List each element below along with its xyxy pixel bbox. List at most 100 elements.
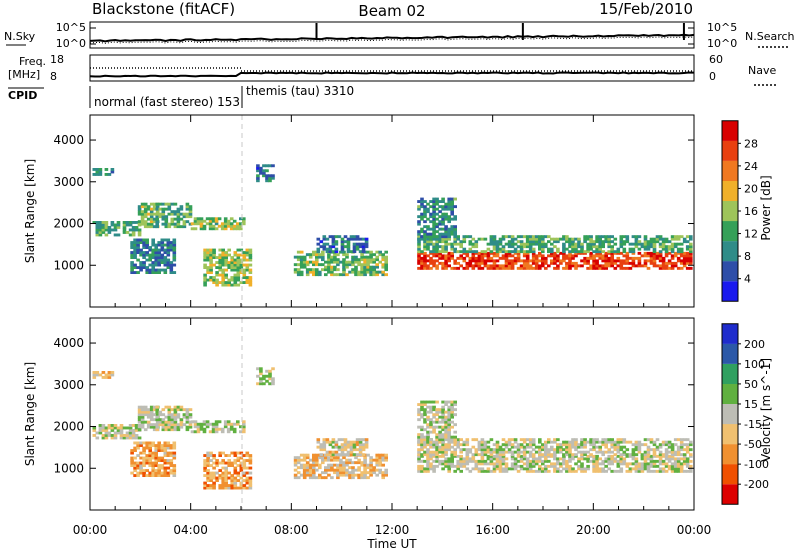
velocity-cell-b3 [161,418,166,422]
velocity-cell-b5 [133,466,137,470]
power-cell-b11 [528,250,533,254]
velocity-cell-b10 [459,464,463,468]
velocity-cell-b6 [242,464,247,467]
power-cell-b10 [562,259,566,263]
velocity-cell-b1 [128,436,133,440]
velocity-cell-b5 [130,471,134,475]
velocity-colorbar-swatch-4 [722,404,738,425]
velocity-cell-b11 [471,445,476,449]
power-cell-b11 [643,242,648,246]
velocity-cell-b10 [682,454,687,458]
power-cell-b10 [613,251,618,255]
velocity-cell-b11 [465,453,470,457]
velocity-cell-b3 [167,413,172,417]
power-cell-b8 [324,265,328,269]
velocity-cell-b10 [676,467,681,471]
velocity-cell-b11 [574,443,578,447]
power-cell-b10 [670,256,675,260]
power-cell-b10 [619,261,624,265]
velocity-cell-b10 [417,467,421,471]
power-cell-b11 [556,240,560,244]
velocity-cell-b11 [658,443,663,447]
velocity-cell-b10 [604,469,608,473]
power-cell-b10 [465,261,470,265]
power-cell-b10 [616,264,621,268]
velocity-cell-b6 [215,464,219,467]
power-cell-b3 [161,202,166,206]
velocity-cell-b5 [154,459,158,462]
velocity-cell-b6 [248,454,253,457]
velocity-cell-b10 [429,464,433,468]
velocity-cell-b11 [625,453,630,457]
power-cell-b5 [151,251,155,254]
velocity-cell-b8 [327,468,331,472]
power-cell-b11 [676,242,681,246]
velocity-cell-b8 [384,456,388,460]
velocity-cell-b5 [157,444,161,447]
velocity-cell-b10 [516,459,521,463]
power-cell-b6 [230,278,234,282]
velocity-cell-b4 [232,422,237,426]
power-cell-b11 [595,235,599,239]
power-cell-b12 [432,217,436,221]
velocity-cell-b6 [209,476,213,480]
velocity-cell-b8 [318,476,322,480]
power-cell-b9 [331,245,336,249]
velocity-cell-b10 [625,454,630,458]
velocity-cell-b8 [378,458,382,462]
velocity-cell-b12 [420,438,424,442]
velocity-cell-b9 [322,448,327,452]
velocity-cell-b1 [122,436,127,440]
velocity-cell-b10 [495,454,500,458]
power-cell-b8 [312,263,316,267]
power-cell-b8 [315,270,319,274]
velocity-cell-b12 [423,420,427,424]
velocity-cell-b10 [640,462,645,466]
velocity-cell-b8 [384,453,388,457]
power-cell-b11 [444,237,448,241]
velocity-cell-b6 [221,474,225,477]
power-cell-b3 [176,217,181,221]
power-cell-b10 [664,261,669,265]
power-cell-b6 [206,271,210,274]
power-cell-b11 [589,247,593,251]
velocity-cell-b12 [420,435,424,439]
velocity-cell-b6 [245,476,250,480]
velocity-cell-b6 [206,469,210,472]
velocity-cell-b1 [101,434,106,437]
power-cell-b6 [248,248,253,252]
velocity-cell-b6 [236,471,241,475]
velocity-cell-b11 [637,443,642,447]
velocity-cell-b8 [336,456,340,460]
velocity-cell-b9 [328,450,333,454]
velocity-cell-b10 [661,459,666,463]
power-cell-b5 [139,261,143,264]
velocity-cell-b10 [541,454,545,458]
power-cell-b6 [245,266,250,269]
velocity-cell-b8 [360,471,364,475]
power-cell-b8 [381,258,385,262]
power-cell-b11 [525,240,530,244]
velocity-cell-b11 [689,443,693,447]
velocity-cell-b5 [154,471,158,475]
velocity-cell-b11 [483,453,488,457]
power-cell-b7 [268,174,272,178]
velocity-cell-b5 [169,459,174,462]
power-cell-b11 [634,235,639,239]
velocity-cell-b6 [227,484,231,487]
power-cell-b10 [619,259,624,263]
velocity-cell-b11 [465,440,470,444]
power-cell-b1 [104,223,109,227]
power-cell-b5 [142,253,146,257]
velocity-ylabel: Slant Range [km] [23,362,37,466]
power-cell-b6 [242,276,247,279]
velocity-cell-b11 [586,450,590,454]
power-cell-b9 [334,242,339,246]
power-cell-b8 [324,268,328,272]
velocity-cell-b1 [92,429,97,432]
velocity-cell-b6 [248,459,253,462]
power-cell-b12 [417,215,421,219]
power-cell-b10 [468,256,473,260]
velocity-cell-b12 [429,400,433,404]
velocity-cell-b12 [447,410,451,414]
